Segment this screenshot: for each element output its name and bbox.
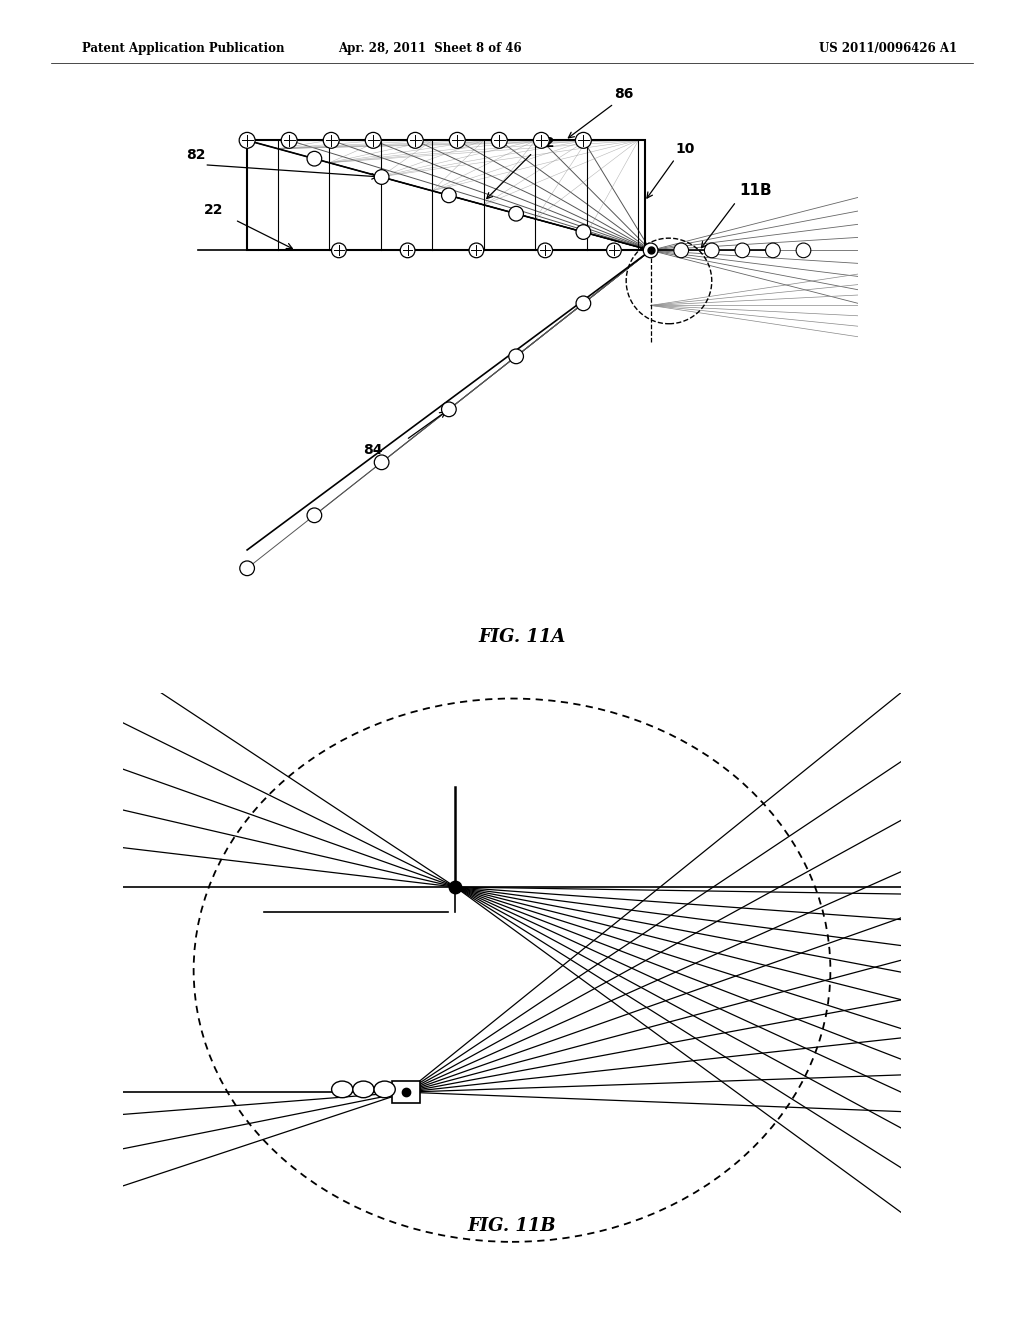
Text: 82: 82 xyxy=(186,148,206,162)
Circle shape xyxy=(796,243,811,257)
Text: US 2011/0096426 A1: US 2011/0096426 A1 xyxy=(819,42,957,55)
Circle shape xyxy=(469,243,483,257)
Circle shape xyxy=(375,455,389,470)
Circle shape xyxy=(441,403,457,417)
Circle shape xyxy=(408,132,423,148)
Circle shape xyxy=(577,296,591,310)
Circle shape xyxy=(366,132,381,148)
Circle shape xyxy=(575,132,591,148)
Circle shape xyxy=(509,348,523,364)
Text: FIG. 11B: FIG. 11B xyxy=(468,1217,556,1234)
Circle shape xyxy=(766,243,780,257)
Circle shape xyxy=(400,243,415,257)
Text: Apr. 28, 2011  Sheet 8 of 46: Apr. 28, 2011 Sheet 8 of 46 xyxy=(338,42,522,55)
Bar xyxy=(392,1081,420,1104)
Circle shape xyxy=(332,1081,353,1098)
Circle shape xyxy=(307,152,322,166)
Circle shape xyxy=(643,243,658,257)
Circle shape xyxy=(450,132,465,148)
Circle shape xyxy=(282,132,297,148)
Circle shape xyxy=(538,243,553,257)
Text: Patent Application Publication: Patent Application Publication xyxy=(82,42,285,55)
Text: 86: 86 xyxy=(614,87,633,100)
Text: FIG. 11A: FIG. 11A xyxy=(478,627,566,645)
Circle shape xyxy=(240,561,254,576)
Text: 11B: 11B xyxy=(739,183,772,198)
Text: 84: 84 xyxy=(364,444,383,457)
Circle shape xyxy=(324,132,339,148)
Circle shape xyxy=(534,132,549,148)
Circle shape xyxy=(375,170,389,185)
Text: 52: 52 xyxy=(536,136,555,149)
Circle shape xyxy=(353,1081,374,1098)
Circle shape xyxy=(374,1081,395,1098)
Circle shape xyxy=(735,243,750,257)
Circle shape xyxy=(606,243,622,257)
Circle shape xyxy=(577,224,591,239)
Circle shape xyxy=(307,508,322,523)
Circle shape xyxy=(240,132,255,148)
Text: 10: 10 xyxy=(675,141,694,156)
Circle shape xyxy=(705,243,719,257)
Circle shape xyxy=(441,187,457,203)
Circle shape xyxy=(492,132,507,148)
Bar xyxy=(247,140,644,251)
Circle shape xyxy=(509,206,523,220)
Circle shape xyxy=(674,243,688,257)
Text: 22: 22 xyxy=(205,203,224,216)
Circle shape xyxy=(332,243,346,257)
